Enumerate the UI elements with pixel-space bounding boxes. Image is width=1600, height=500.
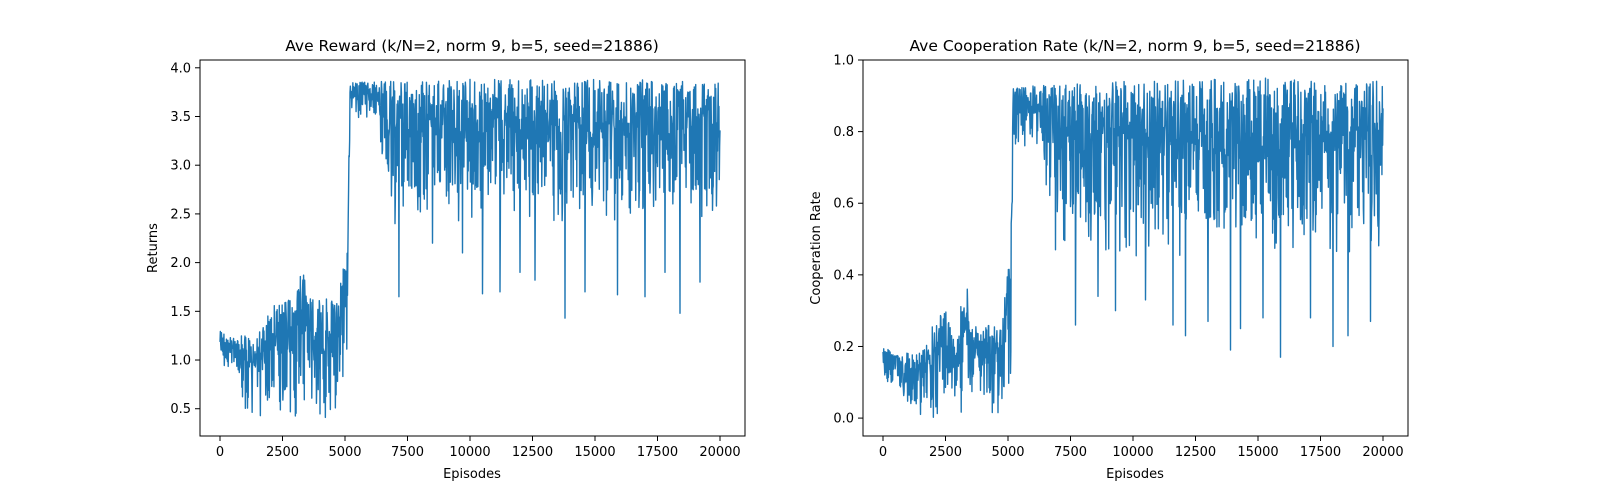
cooperation-chart-title: Ave Cooperation Rate (k/N=2, norm 9, b=5… <box>909 37 1360 55</box>
cooperation-ytick-label: 0.4 <box>833 268 854 283</box>
reward-ytick-label: 2.0 <box>170 256 191 271</box>
reward-chart-ylabel: Returns <box>146 223 161 273</box>
cooperation-xtick-label: 17500 <box>1300 445 1341 460</box>
cooperation-xtick-label: 2500 <box>929 445 962 460</box>
reward-xtick-label: 10000 <box>449 445 490 460</box>
reward-xtick-label: 2500 <box>266 445 299 460</box>
reward-ytick-label: 3.0 <box>170 159 191 174</box>
reward-xtick-label: 5000 <box>328 445 361 460</box>
reward-xtick-label: 15000 <box>574 445 615 460</box>
reward-xtick-label: 17500 <box>637 445 678 460</box>
cooperation-xtick-label: 12500 <box>1175 445 1216 460</box>
reward-ytick-label: 0.5 <box>170 402 191 417</box>
reward-ytick-label: 2.5 <box>170 207 191 222</box>
reward-series-line <box>219 78 721 419</box>
cooperation-xtick-label: 0 <box>879 445 887 460</box>
cooperation-ytick-label: 0.0 <box>833 412 854 427</box>
reward-ytick-label: 4.0 <box>170 61 191 76</box>
cooperation-xtick-label: 5000 <box>991 445 1024 460</box>
cooperation-xtick-label: 10000 <box>1112 445 1153 460</box>
cooperation-chart: Ave Cooperation Rate (k/N=2, norm 9, b=5… <box>809 37 1409 482</box>
cooperation-ytick-label: 0.2 <box>833 340 854 355</box>
reward-chart-title: Ave Reward (k/N=2, norm 9, b=5, seed=218… <box>285 37 659 55</box>
reward-chart-xlabel: Episodes <box>443 467 501 482</box>
cooperation-ytick-label: 1.0 <box>833 54 854 69</box>
cooperation-xtick-label: 20000 <box>1362 445 1403 460</box>
reward-xtick-label: 0 <box>216 445 224 460</box>
cooperation-chart-frame <box>862 59 1409 437</box>
cooperation-xtick-label: 15000 <box>1237 445 1278 460</box>
reward-chart-plot <box>219 78 721 419</box>
reward-xtick-label: 20000 <box>699 445 740 460</box>
reward-ytick-label: 1.0 <box>170 354 191 369</box>
cooperation-series-line <box>882 77 1384 418</box>
reward-xtick-label: 7500 <box>391 445 424 460</box>
reward-chart-frame <box>199 59 746 437</box>
cooperation-chart-ticks: 0 2500 5000 7500 10000 12500 15000 17500 20000 0.… <box>833 54 1403 461</box>
reward-chart: Ave Reward (k/N=2, norm 9, b=5, seed=218… <box>146 37 746 482</box>
cooperation-chart-plot <box>882 77 1384 418</box>
cooperation-xtick-label: 7500 <box>1054 445 1087 460</box>
cooperation-chart-xlabel: Episodes <box>1106 467 1164 482</box>
reward-ytick-label: 1.5 <box>170 305 191 320</box>
reward-xtick-label: 12500 <box>512 445 553 460</box>
cooperation-ytick-label: 0.6 <box>833 197 854 212</box>
cooperation-ytick-label: 0.8 <box>833 125 854 140</box>
reward-ytick-label: 3.5 <box>170 110 191 125</box>
reward-chart-ticks: 0 2500 5000 7500 10000 12500 15000 17500 20000 0.… <box>170 61 740 460</box>
cooperation-chart-ylabel: Cooperation Rate <box>809 191 824 304</box>
